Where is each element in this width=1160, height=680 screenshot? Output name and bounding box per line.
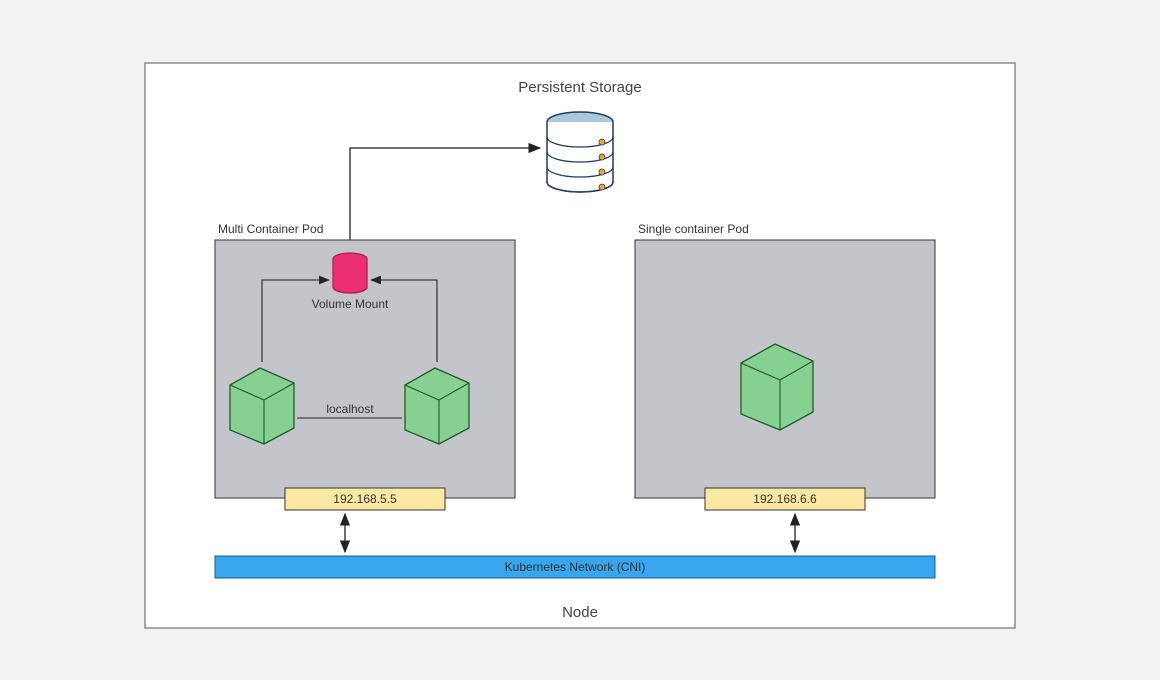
single-pod-title: Single container Pod xyxy=(638,222,749,236)
single-pod-ip-text: 192.168.6.6 xyxy=(753,492,817,506)
container-cube-right xyxy=(405,368,469,444)
node-label: Node xyxy=(562,604,598,621)
persistent-storage-label: Persistent Storage xyxy=(518,79,641,96)
network-label: Kubernetes Network (CNI) xyxy=(505,560,646,574)
container-cube-left xyxy=(230,368,294,444)
volume-mount-icon xyxy=(333,253,367,293)
multi-pod-ip-text: 192.168.5.5 xyxy=(333,492,397,506)
multi-pod-title: Multi Container Pod xyxy=(218,222,323,236)
volume-mount-label: Volume Mount xyxy=(312,297,389,311)
localhost-label: localhost xyxy=(326,402,374,416)
database-icon xyxy=(547,112,613,192)
container-cube-single xyxy=(741,344,813,430)
